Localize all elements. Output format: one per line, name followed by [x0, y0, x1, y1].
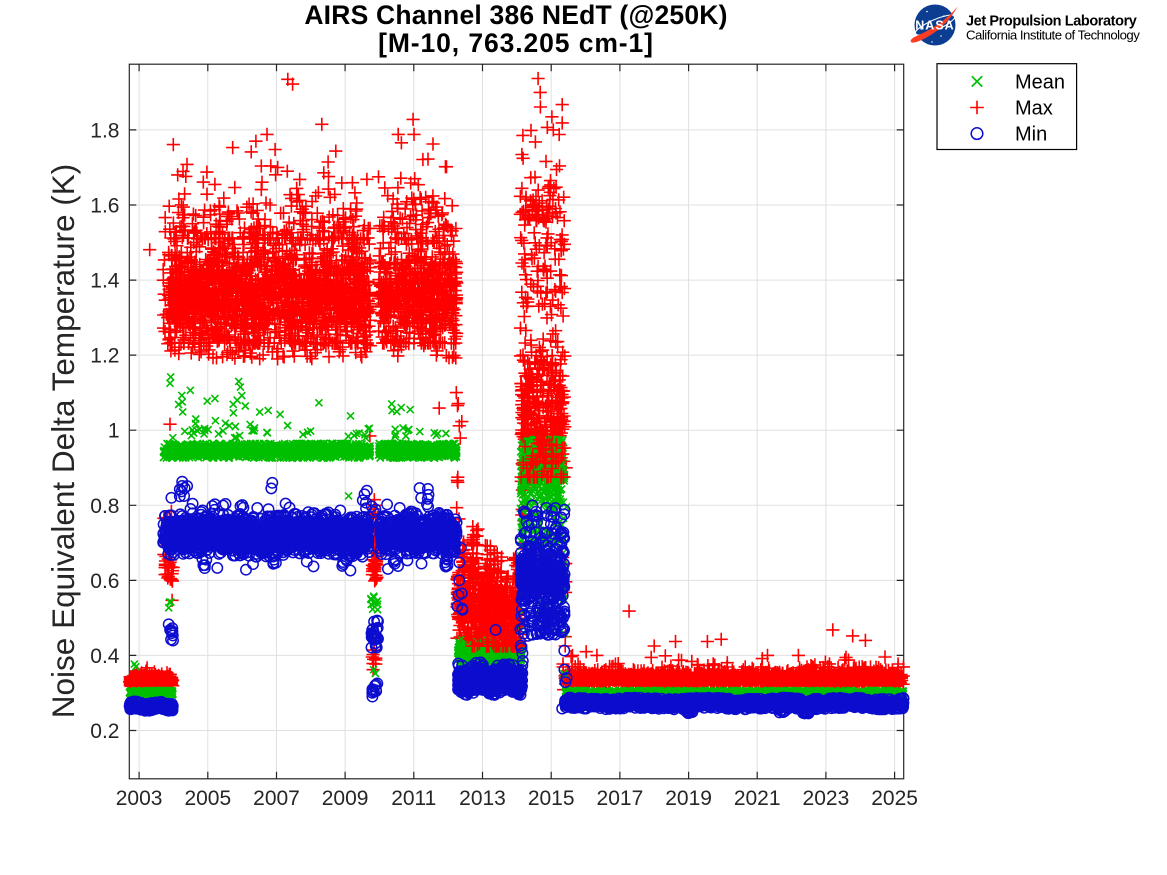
svg-text:1.8: 1.8 — [90, 119, 119, 142]
svg-text:Min: Min — [1015, 124, 1047, 146]
svg-text:2023: 2023 — [803, 787, 850, 810]
svg-text:1.2: 1.2 — [90, 345, 119, 368]
svg-text:California Institute of Techno: California Institute of Technology — [966, 28, 1140, 43]
svg-text:NASA: NASA — [915, 19, 954, 33]
svg-text:2017: 2017 — [597, 787, 644, 810]
svg-text:[M-10, 763.205 cm-1]: [M-10, 763.205 cm-1] — [378, 28, 654, 58]
svg-text:2019: 2019 — [665, 787, 712, 810]
svg-text:Mean: Mean — [1015, 72, 1065, 94]
svg-text:2011: 2011 — [391, 787, 436, 810]
svg-text:2013: 2013 — [459, 787, 506, 810]
svg-text:Jet Propulsion Laboratory: Jet Propulsion Laboratory — [966, 14, 1137, 30]
svg-text:0.6: 0.6 — [90, 570, 119, 593]
svg-text:1.6: 1.6 — [90, 195, 119, 218]
svg-text:2015: 2015 — [528, 787, 575, 810]
svg-text:0.2: 0.2 — [90, 720, 119, 743]
svg-text:2007: 2007 — [253, 787, 300, 810]
svg-text:2021: 2021 — [734, 787, 781, 810]
svg-text:2005: 2005 — [184, 787, 231, 810]
svg-text:2025: 2025 — [871, 787, 918, 810]
svg-text:Max: Max — [1015, 98, 1053, 120]
svg-text:2003: 2003 — [116, 787, 163, 810]
svg-text:Noise Equivalent Delta Tempera: Noise Equivalent Delta Temperature (K) — [45, 164, 81, 718]
svg-text:0.8: 0.8 — [90, 495, 119, 518]
svg-text:1.4: 1.4 — [90, 270, 120, 293]
svg-text:0.4: 0.4 — [90, 645, 120, 668]
svg-text:1: 1 — [108, 420, 120, 443]
svg-text:2009: 2009 — [322, 787, 369, 810]
svg-text:AIRS Channel 386 NEdT (@250K): AIRS Channel 386 NEdT (@250K) — [304, 0, 727, 30]
